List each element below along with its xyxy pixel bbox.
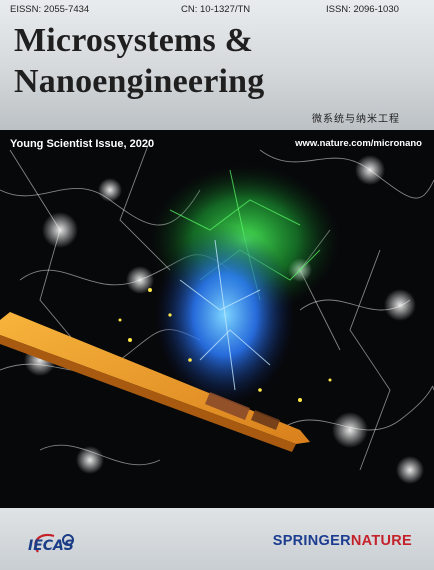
issn-label: ISSN: 2096-1030 — [326, 4, 399, 15]
springer-nature-logo: SPRINGERNATURE — [273, 533, 412, 549]
journal-url: www.nature.com/micronano — [295, 138, 422, 149]
iecas-logo-text: IECAS — [28, 538, 74, 554]
cover-artwork: Young Scientist Issue, 2020 www.nature.c… — [0, 130, 434, 508]
issue-label: Young Scientist Issue, 2020 — [10, 138, 155, 150]
journal-title-line1: Microsystems & — [14, 22, 254, 59]
neuron-probe-illustration — [0, 139, 434, 484]
nature-word: NATURE — [350, 533, 412, 549]
iecas-emblem-icon — [34, 533, 74, 553]
cover-header: EISSN: 2055-7434 CN: 10-1327/TN ISSN: 20… — [0, 0, 434, 130]
cn-label: CN: 10-1327/TN — [181, 4, 251, 15]
eissn-label: EISSN: 2055-7434 — [10, 4, 90, 15]
journal-title-chinese: 微系统与纳米工程 — [312, 114, 400, 125]
journal-title-line2: Nanoengineering — [14, 63, 265, 100]
iecas-logo: IECAS — [28, 532, 88, 561]
springer-word: SPRINGER — [272, 533, 351, 549]
probe-shape — [0, 312, 310, 452]
